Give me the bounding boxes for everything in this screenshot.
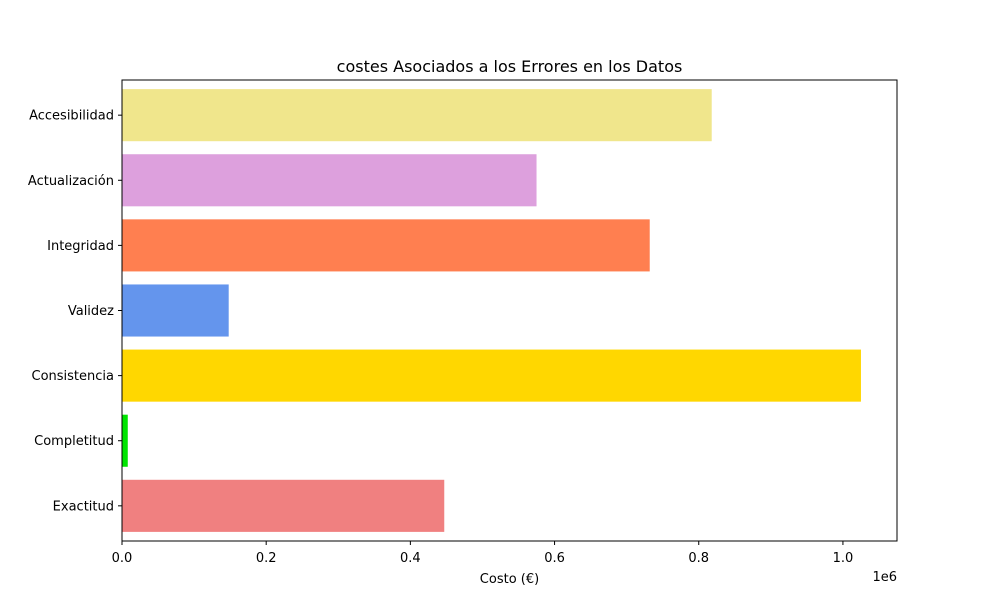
x-tick-label: 0.2 <box>256 551 277 566</box>
y-tick-label: Integridad <box>47 239 114 254</box>
bar-completitud <box>122 414 128 467</box>
x-axis-label: Costo (€) <box>480 572 539 587</box>
y-tick-label: Actualización <box>28 174 114 189</box>
x-tick-label: 0.4 <box>400 551 421 566</box>
x-tick-label: 0.6 <box>544 551 565 566</box>
x-tick-label: 1.0 <box>833 551 854 566</box>
y-tick-label: Exactitud <box>53 499 114 514</box>
x-tick-label: 0.0 <box>112 551 133 566</box>
x-axis-ticks: 0.0 0.2 0.4 0.6 0.8 1.0 <box>112 541 854 566</box>
bar-exactitud <box>122 479 445 532</box>
x-tick-label: 0.8 <box>688 551 709 566</box>
chart-title: costes Asociados a los Errores en los Da… <box>337 57 683 76</box>
bars-group <box>122 89 861 532</box>
bar-validez <box>122 284 229 337</box>
y-tick-label: Consistencia <box>32 369 115 384</box>
y-tick-label: Completitud <box>34 434 114 449</box>
bar-consistencia <box>122 349 861 402</box>
plot-frame <box>121 79 898 542</box>
y-tick-label: Accesibilidad <box>29 109 114 124</box>
bar-accesibilidad <box>122 89 712 142</box>
y-tick-label: Validez <box>68 304 114 319</box>
y-axis-ticks: Exactitud Completitud Consistencia Validez I… <box>28 109 122 514</box>
bar-actualización <box>122 154 537 207</box>
bar-integridad <box>122 219 650 272</box>
x-axis-scale-label: 1e6 <box>872 570 897 585</box>
